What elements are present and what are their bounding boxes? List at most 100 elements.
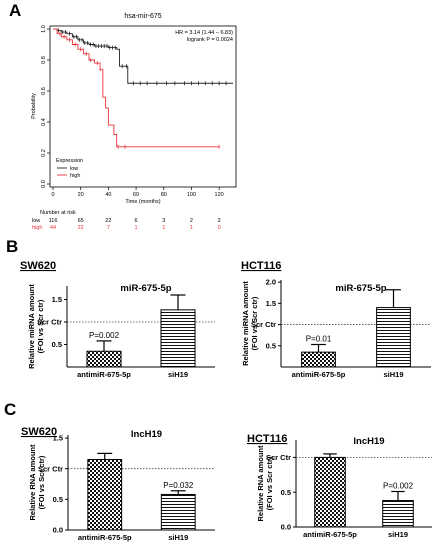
km-x-tick-label: 120 bbox=[215, 192, 224, 198]
bar-b1-bar-0 bbox=[86, 350, 122, 368]
bar-c1-category-label: siH19 bbox=[168, 533, 188, 542]
km-survival-plot: hsa-mir-675 HR = 3.14 (1.44 − 6.83) logr… bbox=[31, 13, 237, 231]
bar-b1-bar-1 bbox=[160, 309, 196, 368]
bar-c2-category-label: siH19 bbox=[388, 530, 408, 539]
bar-b2-bar-1 bbox=[376, 307, 411, 368]
bar-c2-bar-1 bbox=[382, 500, 414, 528]
km-risk-row-high-label: high bbox=[32, 225, 42, 231]
km-risk-value-high: 22 bbox=[78, 225, 84, 231]
km-risk-value-high: 0 bbox=[218, 225, 221, 231]
km-risk-value-high: 7 bbox=[107, 225, 110, 231]
panel-label-c: C bbox=[4, 400, 16, 419]
km-risk-value-low: 2 bbox=[218, 218, 221, 224]
km-y-tick-label: 1.0 bbox=[41, 25, 47, 33]
cell-line-b-hct116: HCT116 bbox=[241, 260, 281, 272]
bar-c1-bar-1 bbox=[160, 493, 196, 531]
bar-c1-y-tick-label: 0.5 bbox=[53, 495, 63, 504]
bar-c1-title: lncH19 bbox=[131, 429, 162, 440]
km-legend-box bbox=[53, 156, 95, 182]
bar-b2-category-label: antimiR-675-5p bbox=[292, 370, 346, 379]
bar-b2-title: miR-675-5p bbox=[335, 283, 386, 294]
km-risk-header: Number at risk bbox=[40, 210, 76, 216]
cell-line-c-hct116: HCT116 bbox=[247, 433, 287, 445]
bar-b2-p-value: P=0.01 bbox=[306, 335, 332, 344]
bar-b1-y-label-1: Relative miRNA amount bbox=[27, 284, 36, 369]
km-y-tick-label: 0.6 bbox=[41, 87, 47, 95]
bar-b2-bar-0 bbox=[301, 351, 336, 368]
km-risk-value-low: 116 bbox=[49, 218, 58, 224]
panel-label-a: A bbox=[9, 1, 21, 20]
bar-c2-y-label-2: (FOI vs Scr ctr) bbox=[265, 456, 274, 510]
bar-chart-c-sw620: lncH19 Relative RNA amount (FOI vs Scr ctr… bbox=[28, 429, 215, 542]
km-legend-label-high: high bbox=[70, 173, 80, 179]
km-plot-frame bbox=[49, 25, 237, 188]
bar-c1-y-tick-label: 0.0 bbox=[53, 526, 63, 535]
bar-c1-y-tick-label: Scr Ctr bbox=[38, 464, 63, 473]
km-axis-ticks: 0 20 40 60 80 100 120 0.0 0.2 0.4 0.6 0.8 1.0 bbox=[41, 25, 224, 198]
bar-c2-title: lncH19 bbox=[353, 436, 384, 447]
bar-b2-category-label: siH19 bbox=[383, 370, 403, 379]
bar-c1-y-tick-label: 1.5 bbox=[53, 434, 63, 443]
bar-c2-p-value: P=0.002 bbox=[383, 482, 414, 491]
bar-c2-bar-0 bbox=[314, 456, 346, 528]
km-x-tick-label: 0 bbox=[51, 192, 54, 198]
panel-label-b: B bbox=[6, 237, 18, 256]
km-curves bbox=[53, 28, 233, 149]
bar-chart-b-hct116: miR-675-5p Relative miRNA amount (FOI vs S… bbox=[241, 278, 431, 379]
km-risk-value-low: 65 bbox=[78, 218, 84, 224]
km-x-axis-label: Time (months) bbox=[125, 199, 160, 205]
bar-b1-y-label-2: (FOI vs Scr ctr) bbox=[36, 299, 45, 353]
bar-b1-p-value: P=0.002 bbox=[89, 331, 120, 340]
km-risk-value-high: 1 bbox=[135, 225, 138, 231]
bar-b2-y-tick-label: 0.5 bbox=[266, 341, 276, 350]
km-y-axis-label: Probability bbox=[31, 93, 37, 119]
km-risk-value-high: 44 bbox=[50, 225, 56, 231]
bar-c2-category-label: antimiR-675-5p bbox=[303, 530, 357, 539]
bar-c1-y-label-2: (FOI vs Scr ctr) bbox=[37, 455, 46, 509]
km-legend-label-low: low bbox=[70, 166, 78, 172]
bar-b1-title: miR-675-5p bbox=[120, 283, 171, 294]
cell-line-b-sw620: SW620 bbox=[20, 260, 56, 272]
km-x-tick-label: 40 bbox=[105, 192, 111, 198]
bar-c1-y-label-1: Relative RNA amount bbox=[28, 444, 37, 520]
bar-c1-category-label: antimiR-675-5p bbox=[78, 533, 132, 542]
km-curve-low bbox=[53, 28, 233, 84]
km-risk-value-high: 1 bbox=[162, 225, 165, 231]
bar-b2-y-tick-label: 2.0 bbox=[266, 278, 276, 287]
bar-b1-y-tick-label: Scr Ctr bbox=[37, 318, 62, 327]
km-hr-text: HR = 3.14 (1.44 − 6.83) bbox=[175, 30, 233, 36]
bar-chart-b-sw620: miR-675-5p Relative miRNA amount (FOI vs S… bbox=[27, 283, 215, 379]
km-legend-title: Expression bbox=[56, 158, 83, 164]
km-y-tick-label: 0.4 bbox=[41, 118, 47, 126]
bar-c2-y-tick-label: 0.0 bbox=[281, 523, 291, 532]
bar-chart-c-hct116: lncH19 Relative RNA amount (FOI vs Scr ctr… bbox=[256, 436, 432, 539]
bar-c2-y-tick-label: 0.5 bbox=[281, 488, 291, 497]
bar-c2-y-tick-label: Scr Ctr bbox=[266, 453, 291, 462]
bar-c1-bar-0 bbox=[87, 459, 123, 531]
km-x-tick-label: 60 bbox=[133, 192, 139, 198]
km-x-tick-label: 80 bbox=[161, 192, 167, 198]
km-y-tick-label: 0.0 bbox=[41, 180, 47, 188]
km-curve-high bbox=[53, 28, 220, 148]
bar-b1-y-tick-label: 0.5 bbox=[52, 340, 62, 349]
km-x-tick-label: 100 bbox=[187, 192, 196, 198]
km-risk-value-high: 1 bbox=[190, 225, 193, 231]
bar-b1-y-tick-label: 1.5 bbox=[52, 295, 62, 304]
km-y-tick-label: 0.2 bbox=[41, 149, 47, 157]
bar-b2-y-label-1: Relative miRNA amount bbox=[241, 281, 250, 366]
km-risk-value-low: 6 bbox=[135, 218, 138, 224]
cell-line-c-sw620: SW620 bbox=[21, 426, 57, 438]
km-risk-row-low-label: low bbox=[32, 218, 40, 224]
km-pvalue-text: logrank P = 0.0024 bbox=[187, 37, 233, 43]
km-risk-value-low: 3 bbox=[162, 218, 165, 224]
bar-b1-category-label: siH19 bbox=[168, 370, 188, 379]
bar-b2-y-tick-label: Scr Ctr bbox=[251, 320, 276, 329]
km-title: hsa-mir-675 bbox=[124, 13, 161, 20]
km-risk-table: Number at risk low high 116 65 22 6 3 2 244 22 7… bbox=[32, 210, 221, 231]
bar-c2-y-label-1: Relative RNA amount bbox=[256, 445, 265, 521]
bar-c1-p-value: P=0.032 bbox=[163, 481, 194, 490]
km-x-tick-label: 20 bbox=[78, 192, 84, 198]
km-risk-value-low: 2 bbox=[190, 218, 193, 224]
bar-b2-y-tick-label: 1.5 bbox=[266, 299, 276, 308]
